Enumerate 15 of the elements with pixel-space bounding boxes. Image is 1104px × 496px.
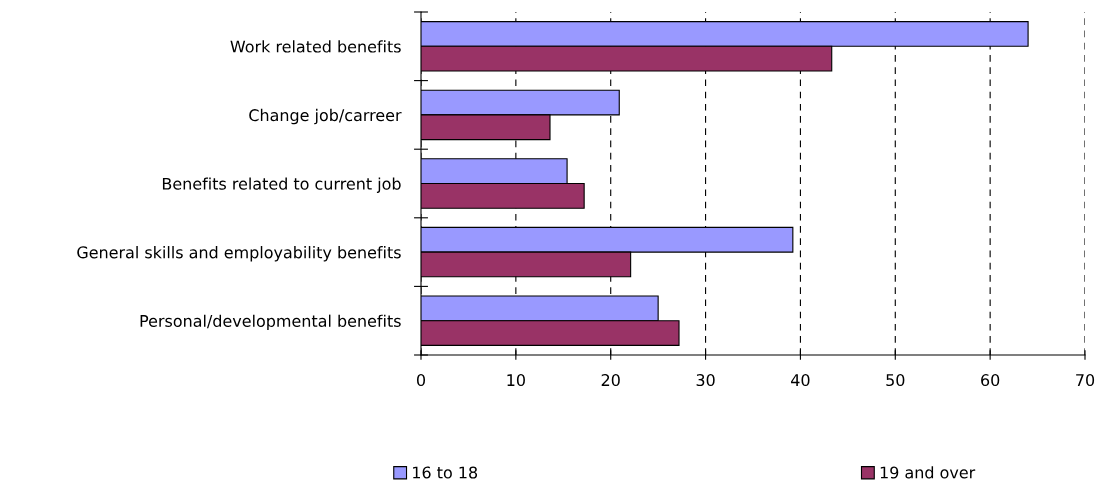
- legend-label: 19 and over: [880, 466, 976, 479]
- y-tick-label: Change job/carreer: [249, 108, 402, 125]
- legend-label: 16 to 18: [413, 466, 478, 479]
- x-tick-label: 60: [981, 374, 1000, 387]
- x-tick-label: 40: [791, 374, 810, 387]
- x-tick-label: 50: [886, 374, 905, 387]
- x-tick-label: 20: [601, 374, 620, 387]
- x-tick-label: 70: [1076, 374, 1095, 387]
- y-tick-label: Work related benefits: [230, 40, 401, 53]
- y-tick-label: Benefits related to current job: [162, 177, 401, 193]
- x-tick-label: 30: [696, 374, 715, 387]
- y-tick-label: Personal/developmental benefits: [140, 314, 401, 331]
- x-tick-label: 10: [507, 374, 525, 387]
- x-tick-label: 0: [416, 374, 426, 387]
- y-tick-label: General skills and employability benefits: [77, 246, 401, 262]
